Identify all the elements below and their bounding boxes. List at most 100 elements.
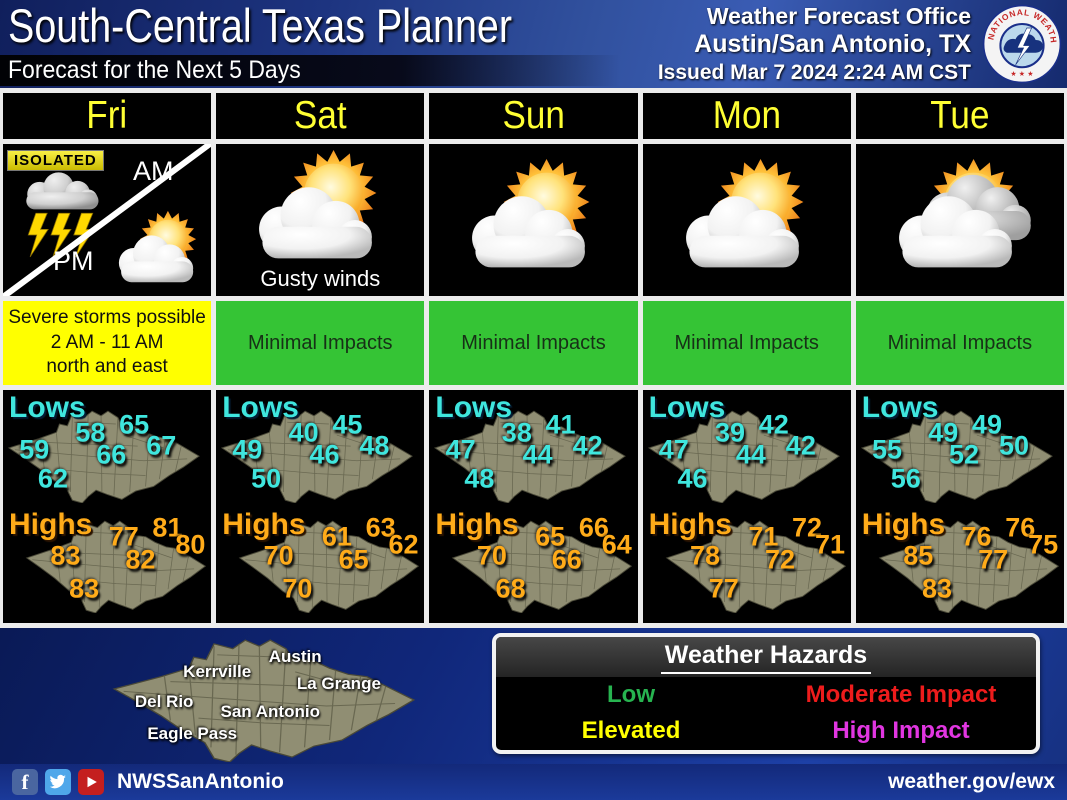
temp-value: 62 (37, 463, 68, 494)
high-temps: 61 63 62 70 65 70 (216, 507, 424, 623)
high-temps: 65 66 64 70 66 68 (429, 507, 637, 623)
lows-map: Lows 38 41 42 47 44 48 (429, 390, 637, 506)
city-label-kerrville: Kerrville (183, 662, 252, 682)
temp-value: 77 (708, 573, 739, 604)
temp-value: 46 (677, 463, 708, 494)
office-info: Weather Forecast Office Austin/San Anton… (658, 3, 971, 86)
hazard-level-high: High Impact (832, 717, 970, 744)
partly-cloudy-icon (259, 149, 377, 259)
hazards-header: Weather Hazards (496, 637, 1036, 677)
city-label-austin: Austin (268, 647, 322, 667)
temp-value: 40 (288, 417, 319, 448)
temp-value: 66 (578, 512, 609, 543)
forecast-icon-tue (855, 144, 1064, 296)
forecast-icon-sun (429, 144, 638, 296)
impact-text: Minimal Impacts (461, 332, 606, 354)
temp-value: 46 (309, 439, 340, 470)
svg-text:★ ★ ★: ★ ★ ★ (1010, 69, 1033, 78)
temp-value: 41 (545, 409, 576, 440)
highs-map: Highs 77 81 80 83 82 83 (3, 507, 211, 623)
high-temps: 77 81 80 83 82 83 (3, 507, 211, 623)
temp-value: 77 (108, 521, 139, 552)
temp-value: 45 (332, 409, 363, 440)
temp-value: 70 (263, 540, 294, 571)
temp-value: 81 (152, 512, 183, 543)
hazard-level-elevated: Elevated (581, 717, 681, 744)
youtube-icon[interactable] (78, 769, 104, 795)
website-url[interactable]: weather.gov/ewx (888, 770, 1055, 793)
low-temps: 38 41 42 47 44 48 (429, 390, 637, 506)
lows-map: Lows 58 65 67 59 66 62 (3, 390, 211, 506)
highs-label: Highs (222, 508, 306, 541)
impact-sun: Minimal Impacts (429, 301, 638, 385)
temp-value: 49 (971, 409, 1002, 440)
social-handle: NWSSanAntonio (117, 770, 284, 793)
temp-value: 65 (338, 544, 369, 575)
temp-value: 71 (748, 521, 779, 552)
day-header-sun: Sun (429, 93, 638, 139)
temp-value: 62 (388, 529, 419, 560)
temp-value: 49 (232, 434, 263, 465)
temp-value: 52 (949, 439, 980, 470)
city-label-la-grange: La Grange (296, 674, 381, 694)
weather-hazards-legend: Weather Hazards Low Moderate Impact Elev… (492, 633, 1040, 754)
office-line2: Austin/San Antonio, TX (694, 30, 971, 58)
temp-value: 39 (715, 417, 746, 448)
temp-value: 75 (1028, 529, 1059, 560)
lows-map: Lows 39 42 42 47 44 46 (643, 390, 851, 506)
temp-value: 65 (535, 521, 566, 552)
temp-value: 47 (658, 434, 689, 465)
temp-value: 49 (928, 417, 959, 448)
twitter-icon[interactable] (45, 769, 71, 795)
hazards-levels: Low Moderate Impact Elevated High Impact (496, 677, 1036, 749)
mostly-cloudy-icon (898, 159, 1031, 268)
day-header-fri: Fri (3, 93, 212, 139)
temps-maps-tue: Lows 49 49 50 55 52 56 Highs 76 76 75 85 77 83 (855, 390, 1064, 623)
temp-value: 83 (921, 573, 953, 604)
highs-map: Highs 65 66 64 70 66 68 (429, 507, 637, 623)
header-banner: South-Central Texas Planner Forecast for… (0, 0, 1067, 88)
temp-value: 85 (903, 540, 934, 571)
temp-value: 38 (501, 417, 532, 448)
temp-value: 76 (961, 521, 992, 552)
temp-value: 50 (251, 463, 282, 494)
temp-value: 83 (50, 540, 81, 571)
temp-value: 67 (146, 430, 177, 461)
temp-value: 71 (814, 529, 845, 560)
temp-value: 44 (522, 439, 553, 470)
hazards-title: Weather Hazards (660, 641, 872, 674)
city-label-del-rio: Del Rio (134, 691, 194, 711)
temp-value: 48 (359, 430, 390, 461)
temps-maps-fri: Lows 58 65 67 59 66 62 Highs 77 81 80 83 82 83 (3, 390, 212, 623)
temp-value: 47 (445, 434, 476, 465)
day-header-sat: Sat (216, 93, 425, 139)
temp-value: 72 (764, 544, 796, 575)
social-links: f NWSSanAntonio (12, 769, 284, 795)
lows-label: Lows (9, 391, 86, 424)
temp-value: 70 (282, 573, 313, 604)
forecast-icon-sat: Gusty winds (216, 144, 425, 296)
temp-value: 61 (321, 521, 352, 552)
highs-label: Highs (861, 508, 946, 541)
lows-map: Lows 49 49 50 55 52 56 (856, 390, 1064, 506)
hazard-level-moderate: Moderate Impact (805, 681, 997, 708)
coverage-area-map: Austin Kerrville La Grange Del Rio San A… (108, 628, 420, 762)
day-label: Tue (930, 94, 990, 137)
day-label: Sat (293, 94, 347, 137)
impact-tue: Minimal Impacts (855, 301, 1064, 385)
day-label: Mon (712, 94, 781, 137)
bottom-panel: Austin Kerrville La Grange Del Rio San A… (0, 628, 1067, 800)
impact-mon: Minimal Impacts (642, 301, 851, 385)
impact-text: Minimal Impacts (887, 332, 1033, 354)
city-label-eagle-pass: Eagle Pass (147, 723, 238, 743)
high-temps: 76 76 75 85 77 83 (856, 507, 1064, 623)
temp-value: 68 (495, 573, 526, 604)
temp-value: 80 (175, 529, 206, 560)
temp-value: 82 (125, 544, 156, 575)
day-label: Sun (502, 94, 565, 137)
facebook-icon[interactable]: f (12, 769, 38, 795)
temps-maps-sun: Lows 38 41 42 47 44 48 Highs 65 66 64 70 66 68 (429, 390, 638, 623)
day-header-mon: Mon (642, 93, 851, 139)
low-temps: 58 65 67 59 66 62 (3, 390, 211, 506)
